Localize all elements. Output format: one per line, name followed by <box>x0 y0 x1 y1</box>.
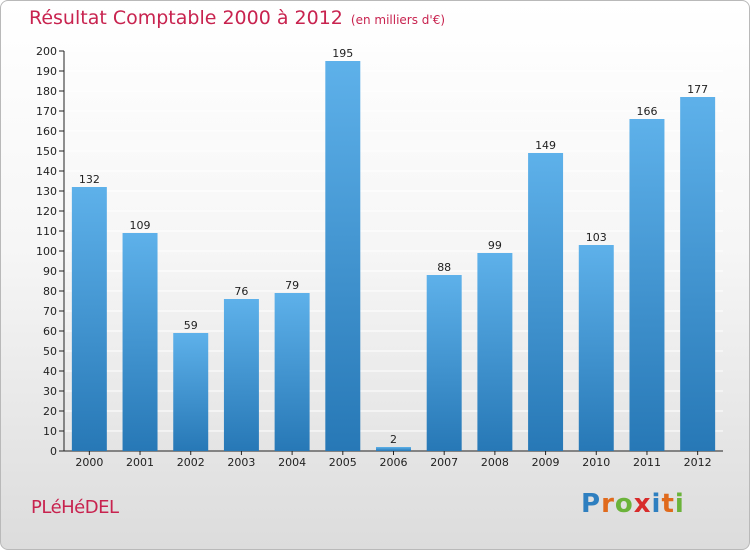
plot-area: 0 10 20 30 40 50 60 70 80 90 100 110 120 130 140 150 160… <box>36 45 723 469</box>
y-tick-label: 90 <box>43 265 57 278</box>
y-tick-label: 190 <box>36 65 57 78</box>
bar-value-label: 79 <box>285 279 299 292</box>
commune-name: PLéHéDEL <box>31 497 119 518</box>
logo-letter: i <box>651 489 662 519</box>
y-tick-label: 60 <box>43 325 57 338</box>
logo-letter: P <box>581 489 602 519</box>
y-tick-label: 30 <box>43 385 57 398</box>
x-tick-label: 2002 <box>177 456 205 469</box>
chart-title: Résultat Comptable 2000 à 2012 (en millie… <box>29 7 445 29</box>
bar <box>376 447 411 451</box>
x-tick-label: 2011 <box>633 456 661 469</box>
y-tick-label: 10 <box>43 425 57 438</box>
y-tick-label: 70 <box>43 305 57 318</box>
y-tick-label: 120 <box>36 205 57 218</box>
y-tick-label: 150 <box>36 145 57 158</box>
y-tick-label: 40 <box>43 365 57 378</box>
x-tick-label: 2003 <box>227 456 255 469</box>
y-tick-label: 110 <box>36 225 57 238</box>
bar <box>173 333 209 451</box>
y-tick-label: 180 <box>36 85 57 98</box>
bar-value-label: 149 <box>535 139 556 152</box>
bar-value-label: 166 <box>636 105 657 118</box>
x-tick-label: 2008 <box>481 456 509 469</box>
y-tick-label: 130 <box>36 185 57 198</box>
bar <box>71 187 107 451</box>
y-tick-label: 50 <box>43 345 57 358</box>
bar <box>477 253 513 451</box>
x-tick-label: 2007 <box>430 456 458 469</box>
chart-unit: (en milliers d'€) <box>350 13 446 27</box>
logo-letter: r <box>601 489 615 519</box>
x-tick-label: 2006 <box>380 456 408 469</box>
x-tick-label: 2004 <box>278 456 306 469</box>
bar <box>223 299 259 451</box>
bar <box>680 97 716 451</box>
bar <box>274 293 310 451</box>
y-tick-label: 140 <box>36 165 57 178</box>
y-tick-label: 170 <box>36 105 57 118</box>
y-tick-label: 20 <box>43 405 57 418</box>
bar-value-label: 2 <box>390 433 397 446</box>
bar-value-label: 103 <box>586 231 607 244</box>
bar <box>629 119 665 451</box>
y-tick-label: 160 <box>36 125 57 138</box>
logo-letter: o <box>614 489 634 519</box>
bar-value-label: 88 <box>437 261 451 274</box>
proxiti-logo: Proxiti <box>581 489 685 519</box>
bar-value-label: 132 <box>79 173 100 186</box>
bar-value-label: 76 <box>234 285 248 298</box>
bar-value-label: 109 <box>130 219 151 232</box>
x-tick-label: 2000 <box>75 456 103 469</box>
x-tick-label: 2009 <box>532 456 560 469</box>
x-tick-label: 2012 <box>684 456 712 469</box>
x-tick-label: 2001 <box>126 456 154 469</box>
logo-letter: t <box>661 489 675 519</box>
bar <box>578 245 614 451</box>
y-tick-label: 0 <box>50 445 57 458</box>
bar <box>122 233 158 451</box>
bar-value-label: 177 <box>687 83 708 96</box>
chart-title-text: Résultat Comptable 2000 à 2012 <box>29 7 343 29</box>
bar-value-label: 59 <box>184 319 198 332</box>
logo-letter: x <box>633 489 652 519</box>
bar <box>528 153 564 451</box>
bar <box>426 275 462 451</box>
y-tick-label: 200 <box>36 45 57 58</box>
y-tick-label: 80 <box>43 285 57 298</box>
bar <box>325 61 361 451</box>
y-tick-label: 100 <box>36 245 57 258</box>
bar-value-label: 195 <box>332 47 353 60</box>
x-tick-label: 2005 <box>329 456 357 469</box>
logo-letter: i <box>674 489 685 519</box>
bar-value-label: 99 <box>488 239 502 252</box>
x-tick-label: 2010 <box>582 456 610 469</box>
